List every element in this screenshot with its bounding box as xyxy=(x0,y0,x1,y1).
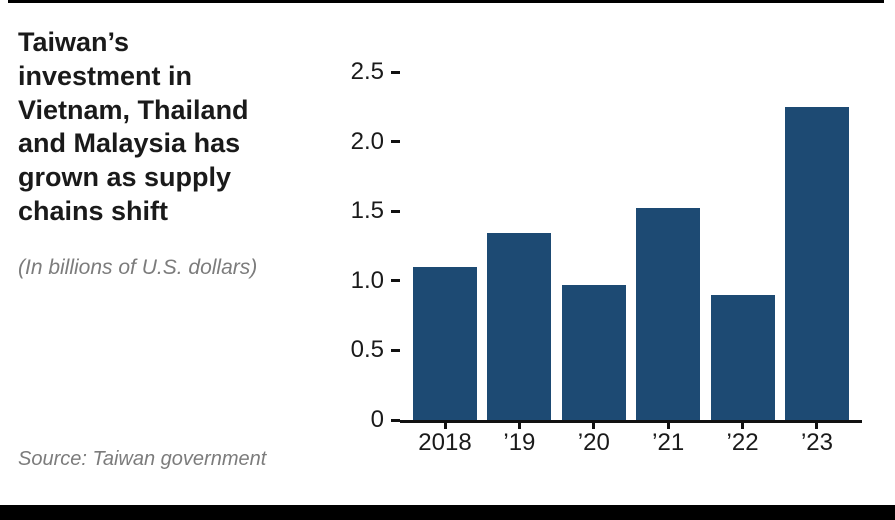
bar-column xyxy=(561,72,626,420)
x-cell: ’20 xyxy=(562,423,626,455)
y-tick-label: 1.5 xyxy=(350,197,384,225)
bar-column xyxy=(413,72,477,420)
y-tick-label: 2.0 xyxy=(350,127,384,155)
x-tick-mark xyxy=(666,423,670,429)
x-tick-mark xyxy=(517,423,521,429)
x-tick-label: ’21 xyxy=(652,429,685,456)
plot-area: 2018 ’19 ’20 ’21 ’22 ’23 xyxy=(400,72,862,455)
y-tick: 1.0 xyxy=(350,266,400,294)
x-axis-labels: 2018 ’19 ’20 ’21 ’22 ’23 xyxy=(400,423,862,455)
bar xyxy=(413,266,477,420)
x-tick-label: 2018 xyxy=(418,429,472,456)
bar xyxy=(561,284,626,420)
source-note: Source: Taiwan government xyxy=(18,448,267,470)
y-tick-mark xyxy=(391,348,400,352)
x-tick-label: ’22 xyxy=(726,429,759,456)
bar-column xyxy=(784,72,849,420)
y-tick-label: 1.0 xyxy=(350,266,384,294)
x-tick-label: ’19 xyxy=(503,429,536,456)
x-cell: ’22 xyxy=(711,423,775,455)
bar-column xyxy=(710,72,775,420)
x-tick-label: ’20 xyxy=(577,429,610,456)
bar xyxy=(784,106,849,420)
y-tick: 2.0 xyxy=(350,127,400,155)
y-tick: 1.5 xyxy=(351,199,400,223)
bottom-border-rule xyxy=(0,505,895,520)
x-tick-mark xyxy=(592,423,596,429)
top-border-rule xyxy=(8,0,884,3)
x-tick-label: ’23 xyxy=(800,429,833,456)
y-tick-mark xyxy=(391,418,400,422)
y-tick-label: 0 xyxy=(370,406,384,433)
x-cell: ’23 xyxy=(785,423,849,455)
y-tick: 0 xyxy=(371,408,400,432)
y-tick: 2.5 xyxy=(351,60,400,84)
x-tick-mark xyxy=(443,423,447,429)
y-tick-label: 0.5 xyxy=(350,336,384,364)
bar xyxy=(636,208,701,420)
bars xyxy=(400,72,862,420)
chart-subtitle: (In billions of U.S. dollars) xyxy=(18,256,258,279)
bar-column xyxy=(636,72,701,420)
y-tick-label: 2.5 xyxy=(350,58,384,85)
x-tick-mark xyxy=(741,423,745,429)
y-tick-mark xyxy=(391,140,400,144)
bar-chart: 0 0.5 1.0 1.5 2.0 2.5 2018 ’19 ’20 ’21 ’22 ’23 xyxy=(344,60,862,455)
x-cell: ’19 xyxy=(487,423,551,455)
chart-title: Taiwan’s investment in Vietnam, Thailand… xyxy=(18,27,249,226)
bar-column xyxy=(487,72,552,420)
bar xyxy=(487,233,552,420)
bar xyxy=(710,294,775,420)
y-axis: 0 0.5 1.0 1.5 2.0 2.5 xyxy=(344,60,400,432)
y-tick-mark xyxy=(391,279,400,283)
x-tick-mark xyxy=(815,423,819,429)
x-cell: ’21 xyxy=(636,423,700,455)
y-tick-mark xyxy=(391,209,400,213)
y-tick-mark xyxy=(391,70,400,74)
y-tick: 0.5 xyxy=(351,338,400,362)
x-cell: 2018 xyxy=(413,423,477,455)
